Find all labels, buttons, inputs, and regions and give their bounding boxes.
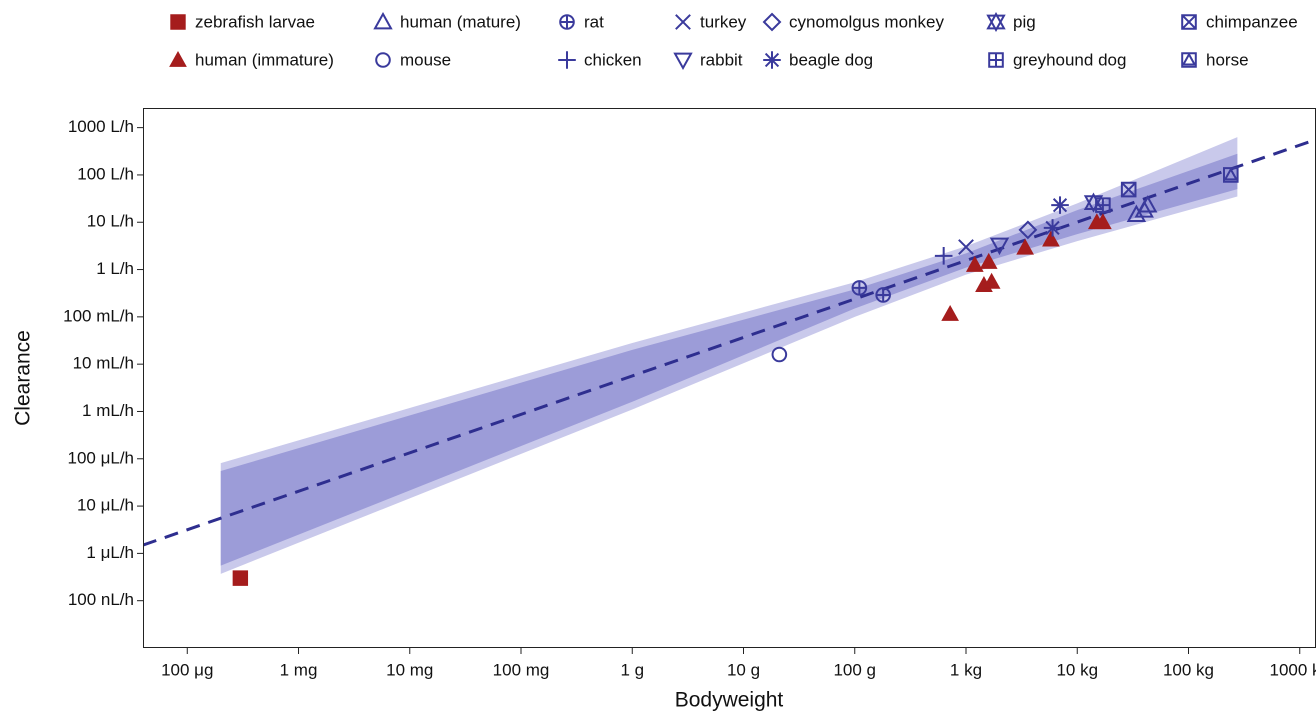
y-tick-label: 100 nL/h [68, 590, 134, 609]
data-point [1126, 204, 1147, 223]
legend-icon [986, 11, 1006, 33]
legend-label: pig [1013, 12, 1036, 31]
y-tick-label: 1 μL/h [86, 543, 134, 562]
data-point [941, 304, 959, 321]
legend-icon [675, 14, 691, 30]
data-point [1138, 195, 1158, 213]
data-point [1042, 230, 1060, 247]
legend-icon [375, 52, 391, 68]
legend-label: beagle dog [789, 50, 873, 69]
x-tick-label: 1 mg [280, 660, 318, 679]
legend-label: rabbit [700, 50, 743, 69]
x-tick-label: 100 g [833, 660, 876, 679]
legend-icon [988, 52, 1004, 68]
data-point [875, 287, 891, 303]
legend-label: zebrafish larvae [195, 12, 315, 31]
data-point [982, 272, 1001, 289]
confidence-band [220, 153, 1238, 566]
legend-label: human (mature) [400, 12, 521, 31]
y-axis-title: Clearance [12, 330, 35, 426]
legend-icon [762, 12, 782, 32]
y-tick-label: 10 mL/h [73, 354, 134, 373]
data-point [1095, 197, 1111, 213]
x-tick-label: 10 kg [1056, 660, 1098, 679]
x-tick-label: 100 mg [493, 660, 550, 679]
data-point [1051, 196, 1069, 214]
legend-label: chimpanzee [1206, 12, 1298, 31]
y-tick-label: 10 L/h [87, 212, 134, 231]
y-tick-label: 1000 L/h [68, 117, 134, 136]
legend-label: mouse [400, 50, 451, 69]
y-tick-label: 1 L/h [96, 259, 134, 278]
data-point [771, 346, 788, 363]
data-point [1043, 219, 1062, 237]
legend-icon [763, 51, 781, 69]
x-tick-label: 100 μg [161, 660, 213, 679]
y-tick-label: 100 L/h [77, 164, 134, 183]
data-point [1083, 192, 1104, 213]
y-tick-label: 100 mL/h [63, 306, 134, 325]
legend-icon [558, 51, 576, 69]
y-tick-label: 100 μL/h [67, 448, 134, 467]
x-tick-label: 1000 kg [1269, 660, 1316, 679]
data-point [1018, 220, 1038, 240]
data-point [989, 237, 1010, 256]
legend-icon [1181, 14, 1197, 30]
data-point [1120, 181, 1137, 198]
y-tick-label: 1 mL/h [82, 401, 134, 420]
data-point [958, 239, 974, 255]
x-tick-label: 1 kg [950, 660, 982, 679]
data-point [1222, 167, 1239, 183]
legend-icon [1181, 52, 1197, 68]
legend-icon [559, 14, 575, 30]
data-point [934, 247, 953, 265]
plot-area [143, 137, 1316, 574]
x-tick-label: 100 kg [1163, 660, 1214, 679]
legend-icon [170, 14, 186, 30]
legend-label: cynomolgus monkey [789, 12, 944, 31]
legend-icon [169, 50, 187, 67]
y-tick-label: 10 μL/h [77, 496, 134, 515]
legend-label: horse [1206, 50, 1249, 69]
legend-label: rat [584, 12, 604, 31]
legend-label: chicken [584, 50, 642, 69]
legend-icon [673, 52, 693, 71]
data-point [232, 570, 249, 586]
data-point [1016, 238, 1034, 255]
data-point [965, 255, 984, 272]
legend-icon [373, 11, 393, 30]
x-tick-label: 1 g [620, 660, 644, 679]
x-axis-title: Bodyweight [675, 689, 784, 712]
data-point [979, 252, 998, 269]
data-point [1094, 213, 1112, 230]
legend-label: turkey [700, 12, 747, 31]
legend-label: greyhound dog [1013, 50, 1126, 69]
legend-label: human (immature) [195, 50, 334, 69]
x-tick-label: 10 g [727, 660, 760, 679]
data-point [851, 280, 868, 296]
x-tick-label: 10 mg [386, 660, 433, 679]
